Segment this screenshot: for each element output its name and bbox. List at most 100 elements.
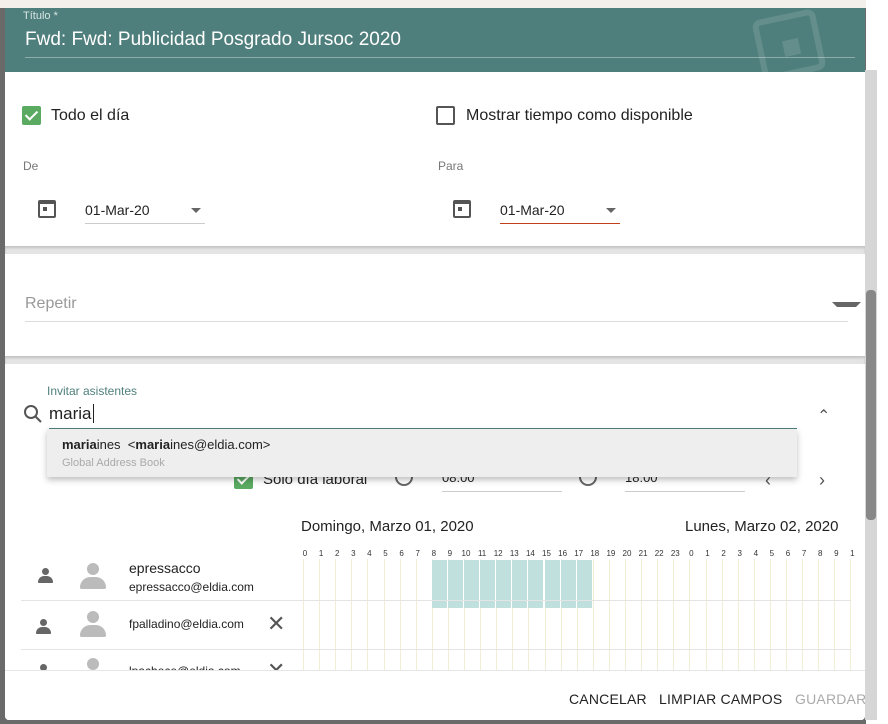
attendee-icon xyxy=(36,619,52,635)
hour-tick: 18 xyxy=(590,549,600,558)
hour-gridline xyxy=(512,559,514,689)
suggestion-email: ines@eldia.com> xyxy=(170,437,271,452)
hour-gridline xyxy=(528,559,530,689)
hour-gridline xyxy=(447,559,449,689)
hour-tick: 7 xyxy=(801,549,807,558)
hour-tick: 22 xyxy=(654,549,664,558)
organizer-icon xyxy=(38,568,54,584)
hour-tick: 0 xyxy=(689,549,694,558)
to-date-value: 01-Mar-20 xyxy=(500,202,565,218)
hour-gridline xyxy=(705,559,707,689)
hour-tick: 3 xyxy=(737,549,742,558)
busy-slot xyxy=(512,560,529,608)
hour-tick: 19 xyxy=(606,549,616,558)
from-date-value: 01-Mar-20 xyxy=(85,202,150,218)
busy-slot xyxy=(496,560,513,608)
invite-query: maria xyxy=(49,404,92,423)
busy-slot xyxy=(576,560,593,608)
chevron-down-icon xyxy=(606,208,616,213)
day1-heading: Domingo, Marzo 01, 2020 xyxy=(301,518,474,535)
hour-tick: 13 xyxy=(509,549,519,558)
calendar-icon[interactable] xyxy=(38,200,56,218)
hour-tick: 1 xyxy=(705,549,710,558)
divider xyxy=(21,600,851,601)
avatar xyxy=(79,563,107,593)
save-button[interactable]: GUARDAR xyxy=(795,691,865,707)
hour-tick: 3 xyxy=(351,549,356,558)
hour-gridline xyxy=(850,559,852,689)
chevron-left-icon[interactable]: ‹ xyxy=(765,470,771,490)
hour-gridline xyxy=(303,559,304,689)
repeat-placeholder: Repetir xyxy=(25,295,77,312)
invite-input[interactable]: maria xyxy=(49,404,797,430)
hour-tick: 5 xyxy=(383,549,388,558)
hour-tick: 11 xyxy=(477,549,487,558)
hour-tick: 20 xyxy=(622,549,632,558)
hour-tick: 7 xyxy=(415,549,420,558)
from-date-select[interactable]: 01-Mar-20 xyxy=(85,198,205,224)
from-label: De xyxy=(23,159,39,173)
day2-heading: Lunes, Marzo 02, 2020 xyxy=(685,518,839,535)
cancel-button[interactable]: CANCELAR xyxy=(569,691,647,707)
title-label: Título * xyxy=(23,10,58,22)
divider xyxy=(5,246,865,254)
busy-slot xyxy=(560,560,577,608)
hour-gridline xyxy=(415,559,417,689)
hour-gridline xyxy=(673,559,675,689)
hour-gridline xyxy=(383,559,385,689)
hour-gridline xyxy=(544,559,546,689)
busy-slot xyxy=(480,560,497,608)
busy-slot xyxy=(544,560,561,608)
divider xyxy=(21,649,851,650)
schedule-grid: 0 1 2 3 4 5 6 7 8 9 10 11 12 13 14 15 16 17 18 19 20 21 22 23 0 1… xyxy=(303,549,865,689)
hour-gridline xyxy=(399,559,401,689)
chevron-right-icon[interactable]: › xyxy=(819,470,825,490)
remove-attendee-icon[interactable]: ✕ xyxy=(267,611,286,636)
to-date-select[interactable]: 01-Mar-20 xyxy=(500,198,620,224)
hour-gridline xyxy=(769,559,771,689)
suggestion-item[interactable]: mariaines <mariaines@eldia.com> xyxy=(62,437,270,452)
busy-slot xyxy=(528,560,545,608)
hour-tick: 8 xyxy=(817,549,823,558)
title-input[interactable]: Fwd: Fwd: Publicidad Posgrado Jursoc 202… xyxy=(25,29,855,58)
repeat-select[interactable]: Repetir xyxy=(25,295,848,322)
hour-gridline xyxy=(576,559,578,689)
match-text: maria xyxy=(135,437,171,452)
browser-strip xyxy=(0,0,888,8)
hour-gridline xyxy=(464,559,465,689)
person-email: epressacco@eldia.com xyxy=(129,580,254,594)
all-day-checkbox[interactable] xyxy=(22,106,41,125)
hour-tick: 1 xyxy=(850,549,855,558)
hour-tick: 10 xyxy=(461,549,471,558)
hour-tick: 23 xyxy=(670,549,680,558)
match-text: maria xyxy=(62,437,97,452)
scrollbar-thumb[interactable] xyxy=(866,290,876,520)
suggestion-source: Global Address Book xyxy=(62,457,165,469)
hour-tick: 2 xyxy=(721,549,726,558)
show-free-label: Mostrar tiempo como disponible xyxy=(466,107,693,124)
hour-tick: 12 xyxy=(493,549,503,558)
show-free-checkbox[interactable] xyxy=(436,106,455,125)
hour-gridline xyxy=(431,559,433,689)
clear-fields-button[interactable]: LIMPIAR CAMPOS xyxy=(659,691,783,707)
hour-tick: 6 xyxy=(399,549,404,558)
hour-tick: 5 xyxy=(769,549,775,558)
dialog-header: Título * Fwd: Fwd: Publicidad Posgrado J… xyxy=(5,8,865,82)
hour-gridline xyxy=(753,559,755,689)
hour-tick: 1 xyxy=(318,549,324,558)
calendar-icon[interactable] xyxy=(453,200,471,218)
hour-gridline xyxy=(480,559,482,689)
chevron-down-icon xyxy=(832,302,861,307)
busy-slot xyxy=(431,560,448,608)
all-day-label: Todo el día xyxy=(51,107,130,124)
search-icon xyxy=(24,405,42,423)
hour-gridline xyxy=(689,559,691,689)
hour-gridline xyxy=(737,559,739,689)
hour-gridline xyxy=(335,559,337,689)
hour-tick: 17 xyxy=(574,549,584,558)
hour-tick: 4 xyxy=(753,549,759,558)
chevron-down-icon xyxy=(191,208,201,213)
person-name: epressacco xyxy=(129,560,201,576)
hour-tick: 14 xyxy=(525,549,535,558)
chevron-up-icon[interactable]: ⌃ xyxy=(817,408,831,425)
